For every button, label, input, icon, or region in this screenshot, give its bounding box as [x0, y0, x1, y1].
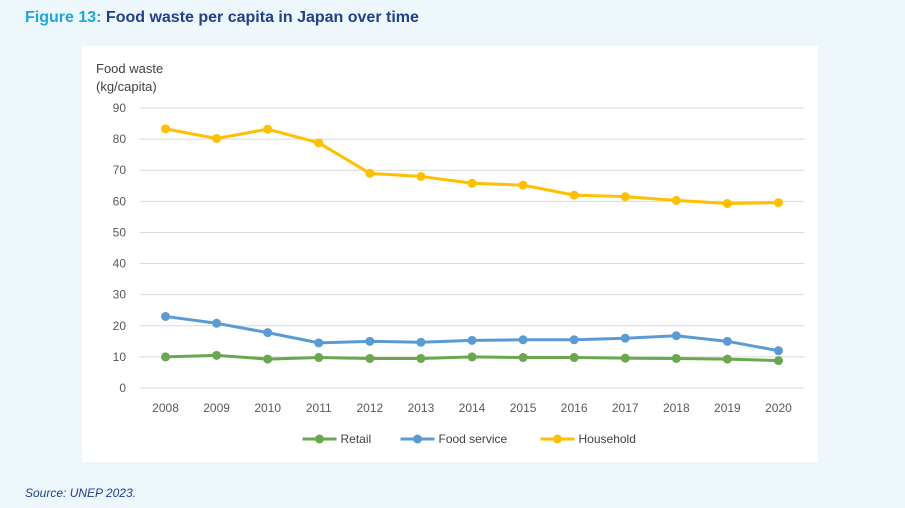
- source-note: Source: UNEP 2023.: [25, 486, 136, 500]
- data-point: [620, 333, 630, 343]
- data-point: [671, 353, 681, 363]
- y-tick-label: 90: [113, 101, 127, 115]
- legend-swatch-marker: [413, 434, 422, 444]
- data-point: [212, 133, 222, 143]
- y-tick-label: 10: [113, 350, 127, 364]
- data-point: [416, 353, 426, 363]
- data-point: [467, 352, 477, 362]
- data-point: [314, 138, 324, 148]
- data-point: [161, 124, 171, 134]
- y-tick-label: 50: [113, 225, 127, 239]
- x-tick-label: 2018: [663, 401, 690, 415]
- y-axis-label: (kg/capita): [96, 79, 157, 94]
- data-point: [518, 353, 528, 363]
- y-tick-label: 80: [113, 132, 127, 146]
- data-point: [467, 335, 477, 345]
- data-point: [365, 336, 375, 346]
- y-tick-label: 20: [113, 319, 127, 333]
- y-tick-label: 0: [119, 381, 126, 395]
- legend-entry: Retail: [341, 432, 372, 446]
- data-point: [518, 180, 528, 190]
- x-tick-label: 2012: [356, 401, 383, 415]
- data-point: [263, 124, 273, 134]
- legend-swatch-marker: [553, 434, 562, 444]
- x-tick-label: 2011: [306, 401, 332, 415]
- y-axis-label: Food waste: [96, 61, 163, 76]
- data-point: [161, 352, 171, 362]
- data-point: [212, 318, 222, 328]
- x-tick-label: 2015: [510, 401, 537, 415]
- data-point: [569, 353, 579, 363]
- x-tick-label: 2017: [612, 401, 639, 415]
- data-point: [722, 354, 732, 364]
- chart-panel: 0 10 20 30 40 50 60 70 80 90 Food waste (kg/capita)…: [82, 46, 818, 462]
- x-tick-label: 2013: [408, 401, 435, 415]
- data-point: [620, 353, 630, 363]
- series-line-1: [165, 314, 779, 353]
- data-point: [620, 192, 630, 202]
- data-point: [263, 328, 273, 338]
- x-tick-label: 2019: [714, 401, 741, 415]
- legend-entry: Food service: [439, 432, 508, 446]
- data-point: [773, 356, 783, 366]
- y-tick-label: 40: [113, 257, 127, 271]
- figure-title-text: Food waste per capita in Japan over time: [105, 9, 419, 26]
- x-tick-label: 2020: [765, 401, 792, 415]
- y-tick-label: 70: [113, 163, 127, 177]
- data-point: [722, 336, 732, 346]
- data-point: [314, 338, 324, 348]
- data-point: [671, 331, 681, 341]
- x-tick-label: 2008: [152, 401, 179, 415]
- data-point: [722, 199, 732, 209]
- data-point: [569, 190, 579, 200]
- figure-number: Figure 13:: [25, 9, 102, 26]
- data-point: [773, 198, 783, 208]
- data-point: [518, 335, 528, 345]
- x-tick-label: 2010: [254, 401, 281, 415]
- data-point: [671, 195, 681, 205]
- data-point: [416, 171, 426, 181]
- legend-swatch-marker: [315, 434, 324, 444]
- x-tick-label: 2014: [459, 401, 486, 415]
- legend-entry: Household: [579, 432, 636, 446]
- figure-title: Figure 13: Food waste per capita in Japa…: [25, 9, 419, 27]
- line-chart: 0 10 20 30 40 50 60 70 80 90 Food waste (kg/capita)…: [96, 61, 804, 446]
- data-point: [365, 168, 375, 178]
- data-point: [773, 346, 783, 356]
- x-tick-label: 2016: [561, 401, 588, 415]
- data-point: [263, 354, 273, 364]
- data-point: [314, 353, 324, 363]
- series-line-2: [165, 127, 779, 206]
- y-tick-label: 30: [113, 288, 127, 302]
- data-point: [212, 350, 222, 360]
- y-tick-label: 60: [113, 194, 127, 208]
- data-point: [365, 353, 375, 363]
- data-point: [569, 335, 579, 345]
- data-point: [161, 311, 171, 321]
- x-tick-label: 2009: [203, 401, 230, 415]
- data-point: [416, 337, 426, 347]
- data-point: [467, 178, 477, 188]
